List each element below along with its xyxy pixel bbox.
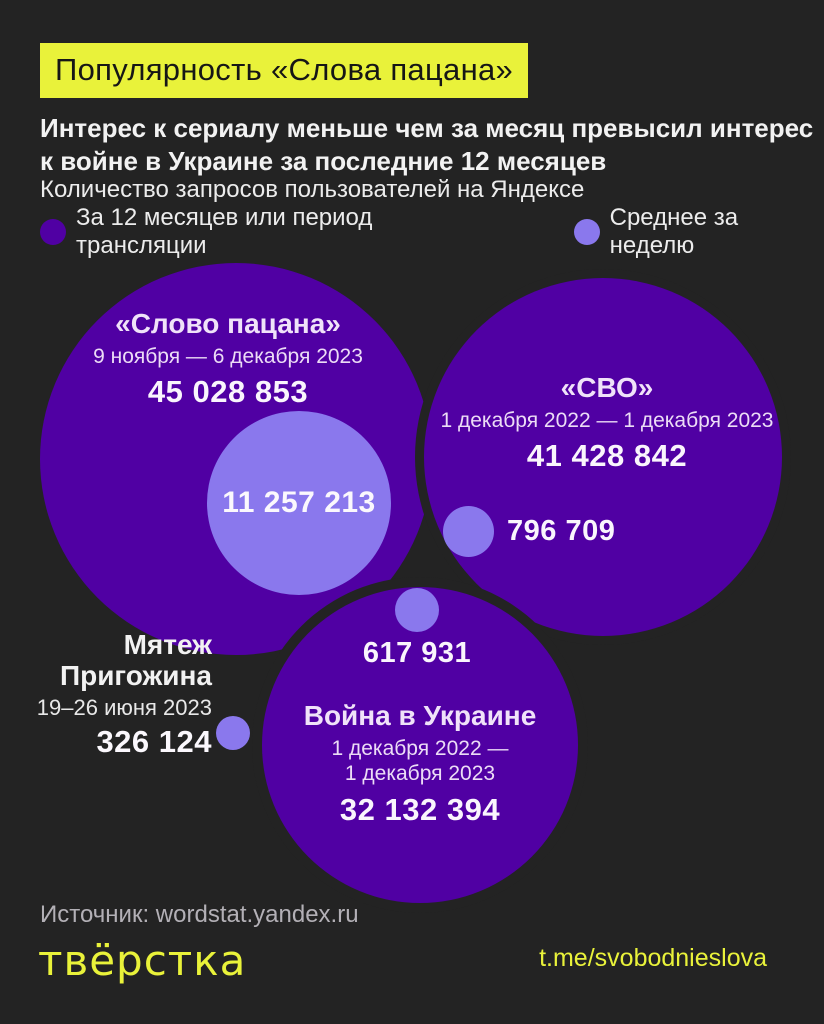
voina-weekly-avg-value: 617 931	[362, 637, 472, 669]
legend-light-dot-icon	[573, 219, 600, 245]
prigozhin-label-block: Мятеж Пригожина 19–26 июня 2023 326 124	[20, 629, 212, 760]
legend-label-weekly: Среднее за неделю	[609, 204, 739, 259]
source-note: Источник: wordstat.yandex.ru	[40, 901, 359, 928]
voina-period-line-1: 1 декабря 2022 —	[331, 737, 509, 761]
svo-period: 1 декабря 2022 — 1 декабря 2023	[440, 409, 774, 433]
bubble-slovo-weekly-avg: 11 257 213	[207, 411, 391, 595]
slovo-weekly-avg-value: 11 257 213	[222, 486, 376, 519]
legend-label-total: За 12 месяцев или период трансляции	[76, 204, 373, 259]
page-title-text: Популярность «Слова пацана»	[55, 52, 514, 87]
prigozhin-title-line-2: Пригожина	[59, 659, 212, 691]
legend-dark-dot-icon	[40, 219, 66, 245]
legend-caption: Количество запросов пользователей на Янд…	[40, 176, 585, 203]
verstka-logo: твёрстка	[38, 936, 247, 985]
bubble-voina-weekly-avg	[395, 588, 439, 632]
prigozhin-period: 19–26 июня 2023	[36, 694, 212, 720]
svo-total-value: 41 428 842	[526, 438, 688, 474]
prigozhin-title-line-1: Мятеж	[123, 629, 212, 660]
subtitle-line-1: Интерес к сериалу меньше чем за месяц пр…	[40, 113, 814, 143]
legend-item-total: За 12 месяцев или период трансляции	[40, 204, 500, 260]
voina-period-line-2: 1 декабря 2023	[344, 762, 496, 786]
bubble-voina-v-ukraine	[262, 587, 578, 903]
prigozhin-value: 326 124	[96, 723, 212, 759]
bubble-svo	[424, 278, 782, 636]
legend: За 12 месяцев или период трансляции Сред…	[40, 204, 824, 260]
page-title: Популярность «Слова пацана»	[40, 43, 529, 98]
voina-label-block: Война в Украине 1 декабря 2022 — 1 декаб…	[280, 700, 560, 828]
svo-title: «СВО»	[560, 372, 654, 403]
subtitle-line-2: к войне в Украине за последние 12 месяце…	[40, 145, 607, 176]
slovo-period: 9 ноября — 6 декабря 2023	[93, 345, 363, 369]
svo-label-block: «СВО» 1 декабря 2022 — 1 декабря 2023 41…	[432, 372, 782, 474]
slovo-title: «Слово пацана»	[115, 308, 341, 339]
legend-item-weekly: Среднее за неделю	[573, 204, 824, 260]
slovo-label-block: «Слово пацана» 9 ноября — 6 декабря 2023…	[48, 308, 408, 410]
subtitle: Интерес к сериалу меньше чем за месяц пр…	[40, 112, 813, 177]
telegram-link[interactable]: t.me/svobodnieslova	[539, 944, 767, 972]
voina-title: Война в Украине	[303, 700, 537, 731]
slovo-total-value: 45 028 853	[147, 374, 309, 410]
svo-weekly-avg-value: 796 709	[507, 515, 616, 547]
voina-total-value: 32 132 394	[339, 791, 501, 827]
bubble-svo-weekly-avg	[443, 506, 494, 557]
bubble-prigozhin-dot	[216, 716, 250, 750]
